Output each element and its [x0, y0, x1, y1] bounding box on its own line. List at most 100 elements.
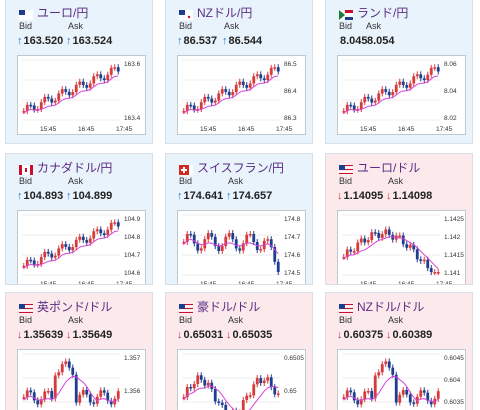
candle-body — [380, 364, 384, 373]
candle-body — [189, 233, 193, 236]
candle-body — [43, 96, 47, 103]
ask-number: 8.054 — [367, 35, 395, 47]
flag-us-icon — [339, 162, 353, 174]
candle-body — [102, 233, 106, 236]
candle-body — [102, 390, 106, 393]
currency-pair-title[interactable]: ユーロ/円 — [37, 6, 89, 20]
candle-body — [224, 404, 228, 410]
x-tick-label: 16:45 — [238, 281, 255, 285]
candle-body — [408, 394, 412, 403]
currency-pair-title[interactable]: 豪ドル/ドル — [197, 300, 261, 314]
y-tick-label: 0.6035 — [444, 399, 464, 406]
candle-body — [345, 104, 349, 111]
rate-panel-aud-usd[interactable]: 豪ドル/ドル Bid Ask ↓0.65031 ↓0.65035 0.6505 0… — [165, 292, 313, 410]
candle-body — [60, 364, 64, 373]
currency-pair-title[interactable]: ランド/円 — [357, 6, 409, 20]
bid-value: ↓1.14095 — [337, 190, 383, 202]
candle-body — [373, 100, 377, 103]
ask-value: ↑86.544 — [222, 35, 262, 47]
rate-panel-eur-usd[interactable]: ユーロ/ドル Bid Ask ↓1.14095 ↓1.14098 1.1425 1… — [325, 153, 473, 285]
candle-body — [241, 400, 245, 410]
x-tick-label: 16:45 — [398, 281, 415, 285]
candle-body — [81, 390, 85, 395]
candle-body — [182, 397, 186, 399]
candle-body — [373, 375, 377, 399]
price-chart[interactable]: 1.1425 1.142 1.1415 1.141 15:45 16:45 17:45 — [337, 210, 466, 285]
bid-value: ↓0.65031 — [177, 329, 223, 341]
currency-pair-title[interactable]: スイスフラン/円 — [197, 161, 284, 175]
moving-average-line — [343, 375, 439, 403]
candle-body — [116, 67, 120, 72]
candle-body — [182, 111, 186, 113]
rate-panel-chf-jpy[interactable]: スイスフラン/円 Bid Ask ↑174.641 ↑174.657 174.8… — [165, 153, 313, 285]
y-tick-label: 104.7 — [124, 252, 141, 259]
candle-body — [81, 81, 85, 86]
price-chart[interactable]: 104.9 104.8 104.7 104.6 15:45 16:45 17:45 — [17, 210, 146, 285]
candle-body — [64, 89, 68, 92]
bid-label: Bid — [179, 176, 193, 186]
rate-panel-nzd-jpy[interactable]: NZドル/円 Bid Ask ↑86.537 ↑86.544 86.5 86.4 8… — [165, 0, 313, 144]
candle-body — [429, 268, 433, 272]
rate-panel-eur-jpy[interactable]: ユーロ/円 Bid Ask ↑163.520 ↑163.524 163.6 163… — [5, 0, 153, 144]
bid-arrow-icon: ↑ — [17, 35, 23, 47]
bid-arrow-icon: ↑ — [177, 190, 183, 202]
candle-body — [43, 251, 47, 258]
candle-body — [269, 67, 273, 75]
candle-body — [50, 391, 54, 399]
candlestick-chart: 104.9 104.8 104.7 104.6 15:45 16:45 17:45 — [22, 214, 141, 285]
ask-arrow-icon: ↑ — [222, 35, 228, 47]
bid-arrow-icon: ↑ — [17, 190, 23, 202]
ask-number: 163.524 — [72, 35, 113, 47]
candle-body — [380, 234, 384, 238]
moving-average-line — [183, 238, 279, 255]
candle-body — [85, 85, 89, 88]
candle-body — [192, 105, 196, 110]
price-chart[interactable]: 8.06 8.04 8.02 15:45 16:45 17:45 — [337, 55, 466, 135]
candle-body — [352, 105, 356, 110]
candle-body — [436, 67, 440, 72]
candle-body — [39, 399, 43, 405]
ask-label: Ask — [68, 176, 84, 186]
currency-pair-title[interactable]: カナダドル/円 — [37, 161, 113, 175]
flag-za-icon — [339, 7, 353, 20]
candle-body — [46, 96, 50, 99]
bid-number: 104.893 — [23, 190, 64, 202]
currency-pair-title[interactable]: 英ポンド/ドル — [37, 300, 113, 314]
candle-body — [78, 394, 82, 403]
candle-body — [109, 400, 113, 405]
ask-number: 1.14098 — [392, 190, 433, 202]
x-tick-label: 16:45 — [78, 281, 95, 285]
bid-arrow-icon: ↑ — [177, 35, 183, 47]
candle-body — [398, 235, 402, 238]
price-chart[interactable]: 163.6 163.4 15:45 16:45 17:45 — [17, 55, 146, 135]
rate-panel-nzd-usd[interactable]: NZドル/ドル Bid Ask ↓0.60375 ↓0.60389 0.6045… — [325, 292, 473, 410]
price-chart[interactable]: 174.8 174.7 174.6 174.5 15:45 16:45 17:45 — [177, 210, 306, 285]
candle-body — [412, 402, 416, 404]
candle-body — [196, 243, 200, 251]
rate-panel-gbp-usd[interactable]: 英ポンド/ドル Bid Ask ↓1.35639 ↓1.35649 1.357 1… — [5, 292, 153, 410]
y-tick-label: 0.6505 — [284, 355, 304, 362]
candle-body — [384, 229, 388, 235]
rate-panel-cad-jpy[interactable]: カナダドル/円 Bid Ask ↑104.893 ↑104.899 104.9 1… — [5, 153, 153, 285]
ask-number: 1.35649 — [72, 329, 113, 341]
candle-body — [349, 249, 353, 252]
bid-label: Bid — [19, 315, 33, 325]
candle-body — [422, 78, 426, 81]
ask-value: ↑104.899 — [66, 190, 112, 202]
bid-arrow-icon: ↓ — [337, 190, 343, 202]
candle-body — [109, 67, 113, 75]
candle-body — [377, 372, 381, 376]
candle-body — [60, 89, 64, 94]
currency-pair-title[interactable]: NZドル/ドル — [357, 300, 425, 314]
candle-body — [92, 76, 96, 84]
currency-pair-title[interactable]: ユーロ/ドル — [357, 161, 421, 175]
rate-panel-zar-jpy[interactable]: ランド/円 Bid Ask 8.045 8.054 8.06 8.04 8.02 15… — [325, 0, 473, 144]
price-chart[interactable]: 86.5 86.4 86.3 15:45 16:45 17:45 — [177, 55, 306, 135]
candle-body — [92, 231, 96, 239]
candle-body — [426, 74, 430, 81]
ask-label: Ask — [388, 315, 404, 325]
currency-pair-title[interactable]: NZドル/円 — [197, 6, 253, 20]
